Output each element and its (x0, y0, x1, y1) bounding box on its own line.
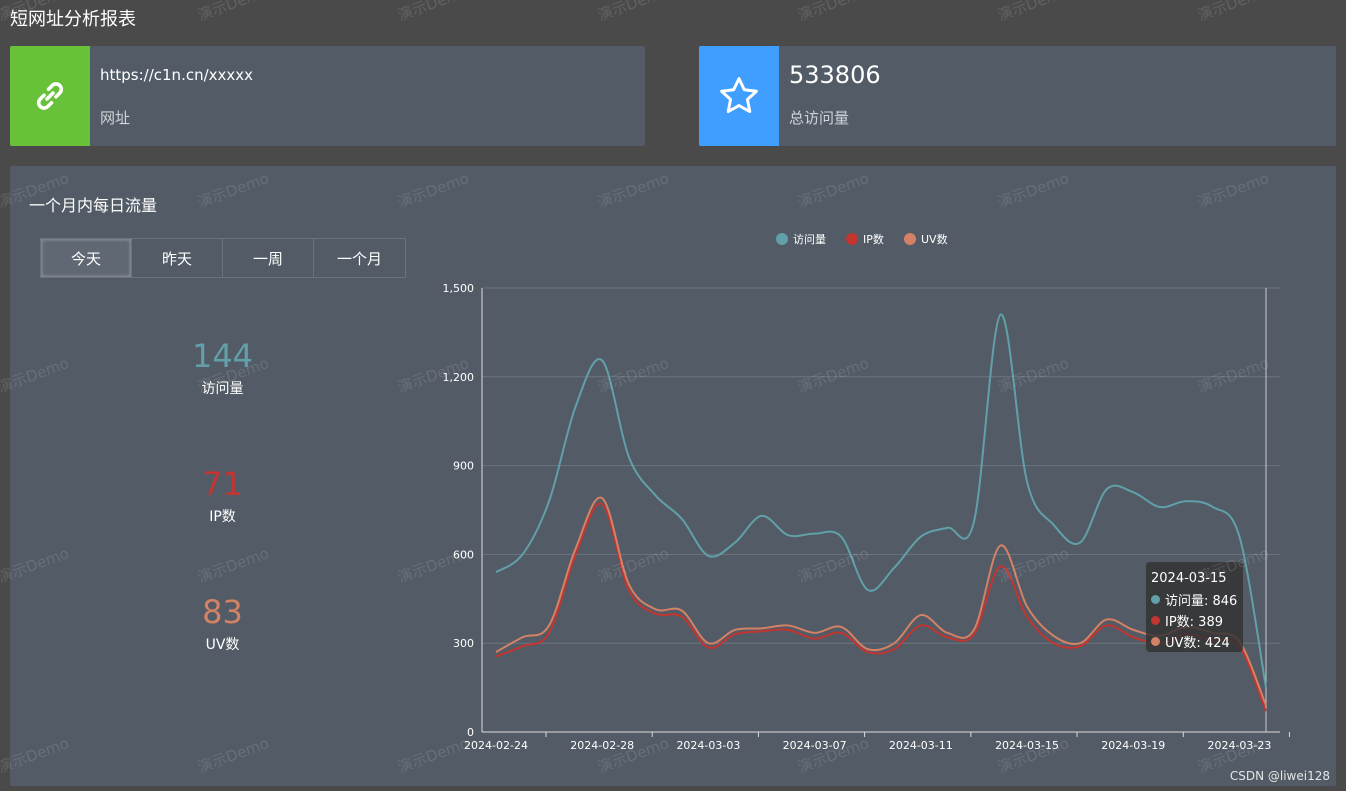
series-line-0 (495, 313, 1267, 688)
tooltip-title: 2024-03-15 (1151, 571, 1227, 586)
total-visits-value: 533806 (789, 61, 881, 89)
tooltip-ip: IP数: 389 (1165, 615, 1223, 630)
y-tick-label: 900 (453, 460, 474, 473)
page-title: 短网址分析报表 (10, 9, 136, 30)
tooltip-dot (1151, 637, 1160, 646)
link-icon (36, 82, 64, 110)
legend-marker-0 (776, 233, 788, 245)
y-tick-label: 1,500 (443, 282, 475, 295)
panel-title: 一个月内每日流量 (29, 196, 158, 215)
stat-uv: 83 UV数 (150, 594, 295, 654)
watermark-text: 演示Demo (595, 0, 671, 25)
stat-ip-value: 71 (202, 465, 243, 503)
total-visits-label: 总访问量 (789, 109, 850, 127)
x-tick-label: 2024-02-28 (570, 739, 634, 752)
stat-visits: 144 访问量 (150, 338, 295, 398)
stat-uv-value: 83 (202, 593, 243, 631)
link-icon-box (10, 46, 90, 146)
chart-tooltip: 2024-03-15 访问量: 846 IP数: 389 UV数: 424 (1146, 562, 1243, 652)
star-icon (720, 77, 758, 114)
tooltip-row-ip: IP数: 389 (1151, 610, 1238, 631)
y-tick-label: 1,200 (443, 371, 475, 384)
stat-visits-label: 访问量 (201, 381, 244, 397)
x-tick-label: 2024-03-15 (995, 739, 1059, 752)
traffic-line-chart: 0 300 600 900 1,200 1,500 2024-02-24 2024-02-28… (443, 233, 1290, 752)
star-icon-box (699, 46, 779, 146)
tooltip-uv: UV数: 424 (1165, 636, 1230, 651)
x-tick-label: 2024-03-11 (889, 739, 953, 752)
y-tick-label: 600 (453, 548, 474, 561)
tooltip-row-uv: UV数: 424 (1151, 631, 1238, 652)
y-tick-label: 0 (467, 726, 474, 739)
watermark-text: 演示Demo (1195, 0, 1271, 25)
x-tick-label: 2024-03-07 (783, 739, 847, 752)
x-tick-label: 2024-02-24 (464, 739, 528, 752)
watermark-text: 演示Demo (795, 0, 871, 25)
traffic-panel: 一个月内每日流量 今天 昨天 一周 一个月 144 访问量 71 IP数 83 … (10, 166, 1336, 786)
x-tick-label: 2024-03-23 (1207, 739, 1271, 752)
watermark-text: 演示Demo (395, 0, 471, 25)
legend-label-0: 访问量 (793, 233, 826, 246)
url-card: https://c1n.cn/xxxxx 网址 (10, 46, 645, 146)
total-visits-card: 533806 总访问量 (699, 46, 1336, 146)
tab-month[interactable]: 一个月 (336, 249, 382, 268)
legend-label-2: UV数 (921, 233, 948, 246)
series-line-2 (495, 496, 1267, 706)
series-line-1 (495, 502, 1267, 712)
tab-yesterday[interactable]: 昨天 (132, 239, 223, 277)
tab-week[interactable]: 一周 (223, 239, 314, 277)
watermark-text: 演示Demo (195, 0, 271, 25)
stat-ip-label: IP数 (209, 509, 236, 525)
watermark-text: 演示Demo (995, 0, 1071, 25)
x-tick-label: 2024-03-19 (1101, 739, 1165, 752)
stat-visits-value: 144 (191, 337, 254, 375)
tab-today[interactable]: 今天 (41, 239, 132, 277)
tooltip-dot (1151, 595, 1160, 604)
legend-marker-2 (904, 233, 916, 245)
tooltip-visits: 访问量: 846 (1165, 594, 1238, 609)
period-tabs: 今天 昨天 一周 一个月 (40, 238, 406, 278)
tooltip-row-visits: 访问量: 846 (1151, 589, 1238, 610)
stat-uv-label: UV数 (205, 637, 240, 653)
tooltip-dot (1151, 616, 1160, 625)
x-tick-label: 2024-03-03 (676, 739, 740, 752)
y-tick-label: 300 (453, 637, 474, 650)
short-url-label: 网址 (100, 109, 131, 127)
legend-label-1: IP数 (863, 233, 884, 246)
legend-marker-1 (846, 233, 858, 245)
short-url-value: https://c1n.cn/xxxxx (100, 66, 254, 84)
stat-ip: 71 IP数 (150, 466, 295, 526)
footer-credit: CSDN @liwei128 (1229, 769, 1330, 783)
